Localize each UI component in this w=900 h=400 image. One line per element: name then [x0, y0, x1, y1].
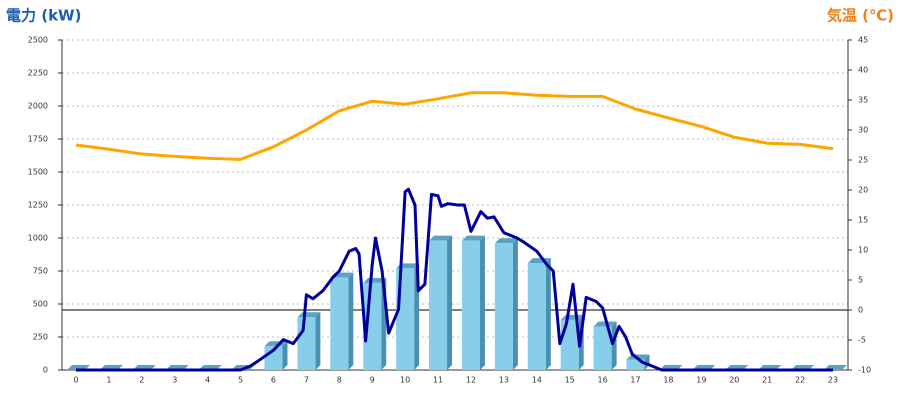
- bar: [461, 240, 480, 370]
- y-tick-label: 750: [33, 267, 48, 276]
- bar-top: [461, 235, 485, 241]
- y2-tick-label: 25: [858, 156, 868, 165]
- bar-side: [479, 235, 485, 370]
- y-tick-label: 0: [43, 366, 48, 375]
- x-tick-label: 16: [598, 376, 608, 385]
- y2-tick-label: 40: [858, 66, 868, 75]
- y2-axis-title: 気温 (℃): [827, 7, 894, 25]
- x-tick-label: 7: [304, 376, 309, 385]
- bar: [429, 240, 448, 370]
- x-tick-label: 11: [433, 376, 443, 385]
- bar-top: [593, 321, 617, 327]
- x-tick-label: 6: [271, 376, 276, 385]
- x-tick-label: 1: [106, 376, 111, 385]
- x-tick-label: 12: [466, 376, 476, 385]
- bar-side: [315, 312, 321, 370]
- y-tick-label: 1000: [28, 234, 48, 243]
- y-tick-label: 2000: [28, 102, 48, 111]
- x-tick-label: 3: [172, 376, 177, 385]
- bar-side: [512, 238, 518, 370]
- x-tick-label: 9: [370, 376, 375, 385]
- x-tick-label: 2: [139, 376, 144, 385]
- x-tick-label: 8: [337, 376, 342, 385]
- bar-top: [363, 277, 387, 283]
- x-tick-label: 21: [762, 376, 772, 385]
- y2-tick-label: 10: [858, 246, 868, 255]
- y2-tick-label: 35: [858, 96, 868, 105]
- y-tick-label: 500: [33, 300, 48, 309]
- x-tick-label: 15: [565, 376, 575, 385]
- line: [75, 91, 834, 161]
- y2-tick-label: 15: [858, 216, 868, 225]
- x-tick-label: 18: [663, 376, 673, 385]
- y2-tick-label: 0: [858, 306, 863, 315]
- bar-side: [447, 235, 453, 370]
- y-tick-label: 1500: [28, 168, 48, 177]
- x-tick-label: 13: [499, 376, 509, 385]
- x-tick-label: 14: [532, 376, 542, 385]
- bar: [330, 277, 349, 370]
- x-tick-label: 5: [238, 376, 243, 385]
- y-tick-label: 1250: [28, 201, 48, 210]
- x-tick-label: 17: [630, 376, 640, 385]
- bar-side: [282, 341, 288, 370]
- line: [76, 187, 833, 372]
- x-tick-label: 19: [696, 376, 706, 385]
- y2-tick-label: 45: [858, 36, 868, 45]
- y-tick-label: 1750: [28, 135, 48, 144]
- bar-side: [611, 321, 617, 370]
- y2-tick-label: -10: [858, 366, 871, 375]
- bar: [297, 317, 316, 370]
- bar: [527, 263, 546, 370]
- bar: [560, 319, 579, 370]
- x-tick-label: 23: [828, 376, 838, 385]
- bar: [494, 243, 513, 370]
- bar: [593, 326, 612, 370]
- bar-side: [545, 258, 551, 370]
- y2-tick-label: -5: [858, 336, 866, 345]
- y2-tick-label: 30: [858, 126, 868, 135]
- y2-tick-label: 5: [858, 276, 863, 285]
- x-tick-label: 4: [205, 376, 210, 385]
- bar-top: [429, 235, 453, 241]
- bar: [626, 359, 645, 370]
- y-tick-label: 2250: [28, 69, 48, 78]
- y-tick-label: 250: [33, 333, 48, 342]
- bar-side: [348, 272, 354, 370]
- x-tick-label: 0: [73, 376, 78, 385]
- x-tick-label: 10: [400, 376, 410, 385]
- x-tick-label: 22: [795, 376, 805, 385]
- y-axis-title: 電力 (kW): [6, 7, 81, 25]
- y-tick-label: 2500: [28, 36, 48, 45]
- x-tick-label: 20: [729, 376, 739, 385]
- bar-top: [494, 238, 518, 244]
- y2-tick-label: 20: [858, 186, 868, 195]
